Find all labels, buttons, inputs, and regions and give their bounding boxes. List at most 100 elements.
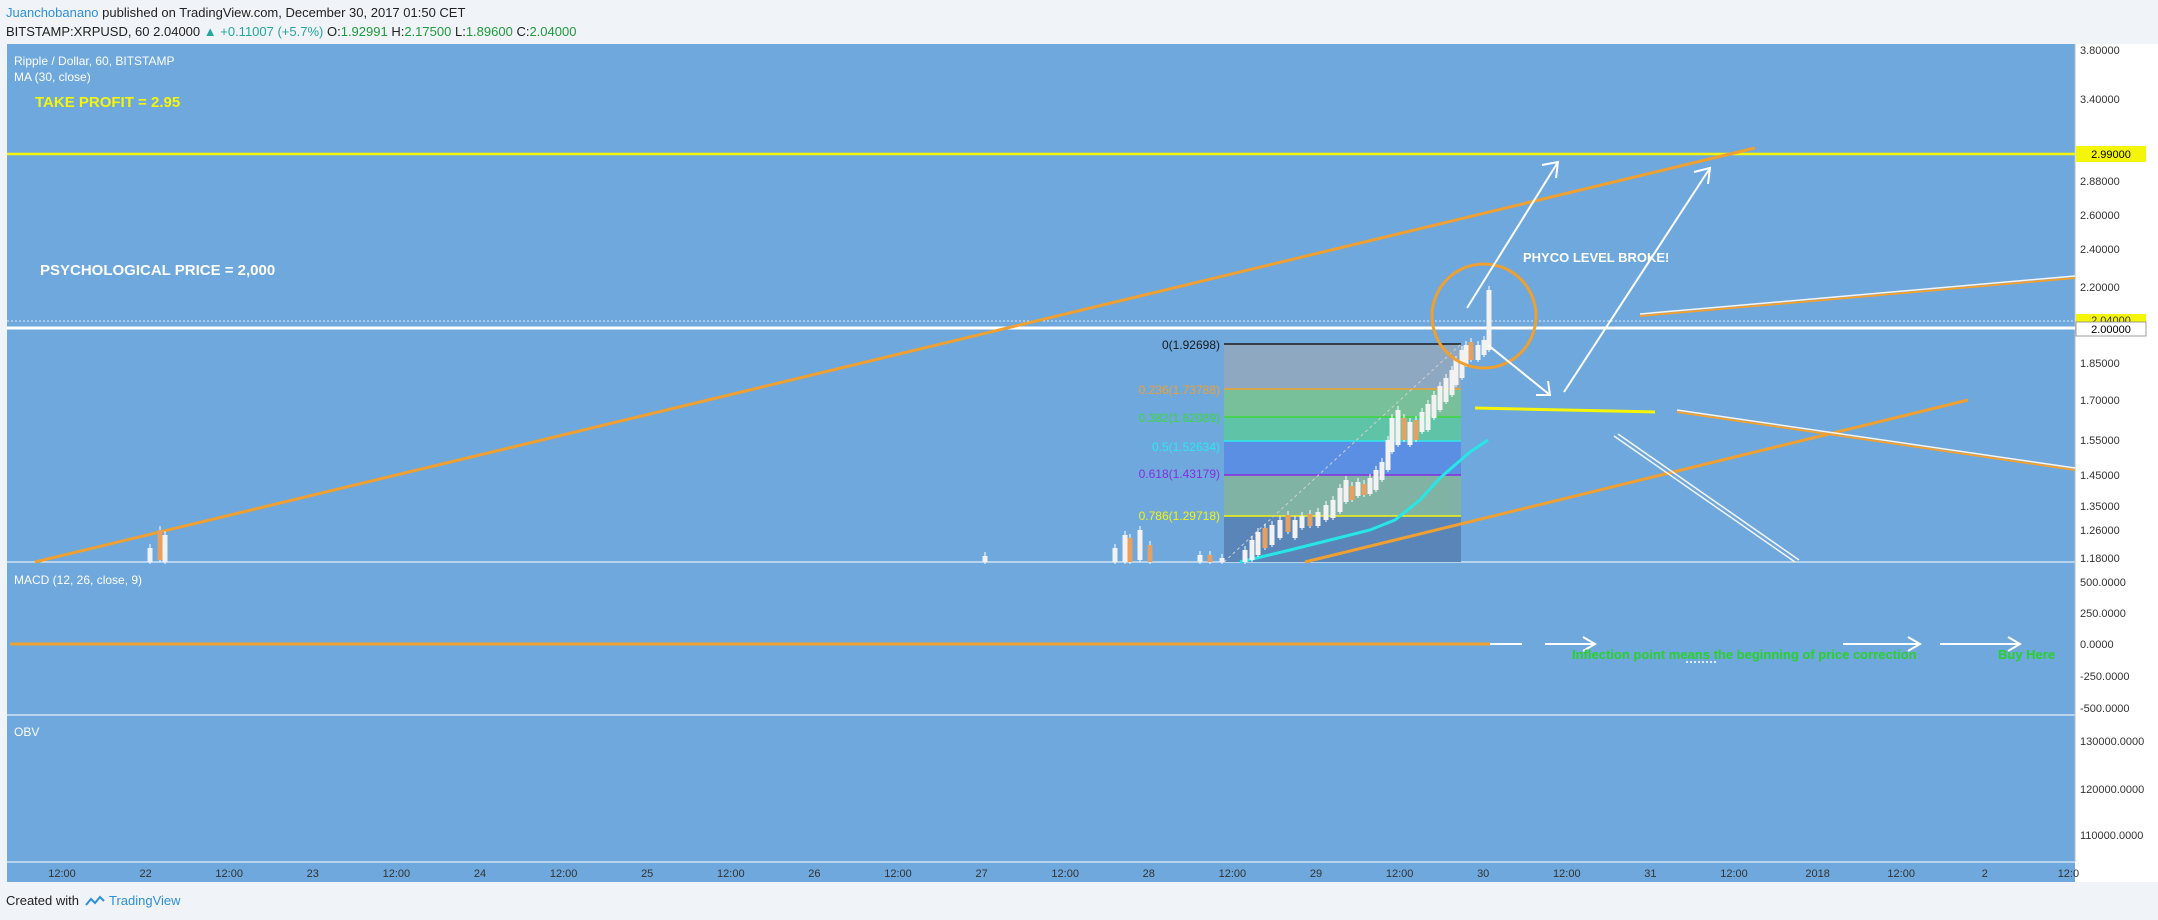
main-pane-title: Ripple / Dollar, 60, BITSTAMP [14, 54, 175, 68]
arrow-up-2-head [1693, 166, 1712, 185]
projection-down-orange [1676, 411, 2076, 471]
time-tick: 12:00 [1386, 868, 1414, 880]
candle-body [1373, 470, 1379, 490]
take-profit-price-tag [2076, 146, 2146, 162]
high-value: 2.17500 [404, 24, 452, 39]
projection-down-white [1676, 409, 2076, 469]
candle-body [1262, 528, 1268, 548]
candle-body [1197, 555, 1203, 562]
candle-body [1255, 532, 1261, 555]
macd-tick: 500.0000 [2080, 577, 2126, 589]
fib-label-0: 0(1.92698) [1162, 338, 1220, 352]
candle-body [1122, 535, 1128, 562]
time-tick: 30 [1477, 868, 1489, 880]
prediction-arrows [1466, 160, 1712, 396]
candle-body [1249, 540, 1255, 560]
high-label: H: [391, 24, 405, 39]
fib-zone-2 [1224, 417, 1461, 441]
candle-body [1449, 370, 1455, 395]
take-profit-annotation: TAKE PROFIT = 2.95 [35, 94, 180, 111]
macd-arrow-3-head [2007, 636, 2022, 652]
time-tick: 2018 [1805, 868, 1829, 880]
time-tick: 12:00 [717, 868, 745, 880]
price-tick: 1.45000 [2080, 470, 2120, 482]
price-axis-ticks: 3.80000 3.40000 2.88000 2.60000 2.40000 2.200… [2080, 45, 2120, 565]
candle-body [1401, 418, 1407, 440]
time-tick: 12:00 [550, 868, 578, 880]
time-tick: 29 [1310, 868, 1322, 880]
close-label: C: [516, 24, 530, 39]
time-tick: 12:00 [383, 868, 411, 880]
obv-tick: 110000.0000 [2080, 830, 2143, 842]
price-axis[interactable] [2075, 44, 2158, 882]
candle-body [1315, 512, 1321, 526]
fib-zone-1 [1224, 389, 1461, 417]
candle-body [1299, 516, 1305, 528]
time-tick: 28 [1143, 868, 1155, 880]
time-tick: 12:00 [1219, 868, 1247, 880]
time-tick: 24 [474, 868, 486, 880]
obv-tick: 120000.0000 [2080, 784, 2144, 796]
phyco-annotation: PHYCO LEVEL BROKE! [1523, 250, 1669, 265]
candle-body [1147, 545, 1153, 562]
time-tick: 23 [307, 868, 319, 880]
low-label: L: [454, 24, 466, 39]
tradingview-logo-icon [85, 895, 105, 906]
chart-area[interactable] [7, 44, 2075, 882]
candle-body [1127, 538, 1133, 562]
candle-body [1425, 404, 1431, 430]
candle-body [1137, 530, 1143, 560]
arrow-down [1487, 344, 1551, 396]
price-tick: 1.18000 [2080, 553, 2120, 565]
fib-retracement[interactable]: 0(1.92698) 0.236(1.73788) 0.382(1.62089)… [1139, 338, 1462, 563]
price-tick: 1.55000 [2080, 435, 2120, 447]
candle-body [1361, 484, 1367, 495]
macd-arrows [1545, 636, 2022, 652]
candle-body [1219, 558, 1225, 562]
projection-drop-1 [1613, 435, 1796, 563]
symbol-label: BITSTAMP:XRPUSD, 60 [6, 24, 150, 39]
arrow-down-head [1536, 380, 1552, 396]
candle-body [1453, 360, 1459, 385]
macd-inflection-annotation: Inflection point means the beginning of … [1572, 647, 1917, 662]
created-with-text: Created with [6, 893, 79, 908]
breakout-circle[interactable] [1430, 262, 1538, 370]
candle-body [1277, 520, 1283, 538]
obv-pane-title: OBV [14, 725, 39, 739]
candle-body [1468, 342, 1474, 360]
time-tick: 12:00 [884, 868, 912, 880]
time-tick: 12:00 [1720, 868, 1748, 880]
time-tick: 12:00 [1887, 868, 1915, 880]
price-tick: 1.35000 [2080, 501, 2120, 513]
author-link[interactable]: Juanchobanano [6, 5, 99, 20]
close-value: 2.04000 [529, 24, 577, 39]
upper-trendline[interactable] [34, 146, 1756, 564]
candle-body [1413, 420, 1419, 440]
projection-top-white [1639, 275, 2076, 315]
arrow-up-1-head [1541, 160, 1560, 179]
lower-trendline[interactable] [1304, 398, 1969, 564]
candle-body [1292, 520, 1298, 538]
candle-body [1437, 386, 1443, 410]
candle-body [1379, 462, 1385, 480]
footer: Created with TradingView [6, 893, 181, 908]
candle-body [1355, 482, 1361, 496]
candle-body [1419, 412, 1425, 432]
price-tick: 1.70000 [2080, 395, 2120, 407]
obv-axis-ticks: 130000.0000 120000.0000 110000.0000 [2080, 736, 2144, 842]
chart-header: Juanchobanano published on TradingView.c… [6, 3, 576, 41]
time-tick: 31 [1644, 868, 1656, 880]
time-tick: 25 [641, 868, 653, 880]
price-change: ▲ +0.11007 (+5.7%) [203, 24, 324, 39]
fib-label-618: 0.618(1.43179) [1139, 467, 1220, 481]
candle-body [1343, 480, 1349, 502]
time-tick: 12:0 [2058, 868, 2079, 880]
take-profit-price-text: 2.99000 [2091, 149, 2131, 161]
header-line-2: BITSTAMP:XRPUSD, 60 2.04000 ▲ +0.11007 (… [6, 22, 576, 41]
price-tick: 2.88000 [2080, 176, 2120, 188]
candle-body [1475, 345, 1481, 360]
candle-body [162, 535, 168, 562]
time-tick: 12:00 [1553, 868, 1581, 880]
tradingview-brand[interactable]: TradingView [85, 893, 181, 908]
